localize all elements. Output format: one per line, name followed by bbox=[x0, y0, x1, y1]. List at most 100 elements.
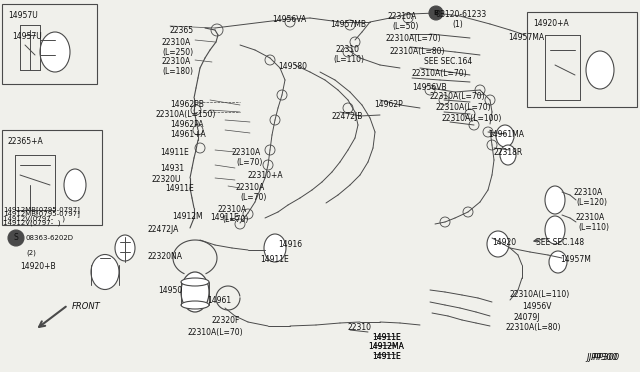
Text: 22310A(L=100): 22310A(L=100) bbox=[442, 114, 502, 123]
Text: 22318R: 22318R bbox=[494, 148, 524, 157]
Text: 22310A: 22310A bbox=[232, 148, 261, 157]
Ellipse shape bbox=[181, 278, 209, 286]
Ellipse shape bbox=[181, 301, 209, 309]
Text: 14911E: 14911E bbox=[160, 148, 189, 157]
Text: 14912V(0797-    ): 14912V(0797- ) bbox=[3, 216, 65, 222]
Text: SEE SEC.164: SEE SEC.164 bbox=[424, 57, 472, 66]
Text: B: B bbox=[433, 10, 438, 16]
Text: 14911E: 14911E bbox=[372, 333, 401, 342]
Text: 22310A: 22310A bbox=[162, 57, 191, 66]
Text: 14911E: 14911E bbox=[210, 213, 239, 222]
Text: J.PP300: J.PP300 bbox=[589, 353, 620, 362]
Text: (1): (1) bbox=[452, 20, 463, 29]
Text: 22472JB: 22472JB bbox=[332, 112, 364, 121]
Text: (L=110): (L=110) bbox=[578, 223, 609, 232]
Text: 14956V: 14956V bbox=[522, 302, 552, 311]
Text: FRONT: FRONT bbox=[72, 302, 100, 311]
Text: 14912MB[0795-0797]: 14912MB[0795-0797] bbox=[3, 206, 80, 213]
Ellipse shape bbox=[115, 235, 135, 261]
Ellipse shape bbox=[487, 231, 509, 257]
Text: 14961: 14961 bbox=[207, 296, 231, 305]
Circle shape bbox=[429, 6, 443, 20]
Ellipse shape bbox=[496, 125, 514, 147]
Text: 14920+A: 14920+A bbox=[533, 19, 569, 28]
Text: 14957MA: 14957MA bbox=[508, 33, 544, 42]
Text: 22310A(L=70): 22310A(L=70) bbox=[386, 34, 442, 43]
Text: 08363-6202D: 08363-6202D bbox=[26, 235, 74, 241]
Text: 22310A: 22310A bbox=[574, 188, 604, 197]
Text: 14961+A: 14961+A bbox=[170, 130, 205, 139]
Text: 14911E: 14911E bbox=[372, 352, 401, 361]
Ellipse shape bbox=[500, 145, 516, 165]
Text: (L=120): (L=120) bbox=[576, 198, 607, 207]
Text: 14912M: 14912M bbox=[172, 212, 203, 221]
Text: 22310A: 22310A bbox=[218, 205, 247, 214]
Text: 22310A: 22310A bbox=[388, 12, 417, 21]
Ellipse shape bbox=[91, 254, 119, 289]
Ellipse shape bbox=[545, 186, 565, 214]
Text: 14912MA: 14912MA bbox=[368, 342, 404, 351]
Bar bbox=[527, 12, 637, 107]
Ellipse shape bbox=[586, 51, 614, 89]
Text: J.PP300: J.PP300 bbox=[587, 353, 618, 362]
Text: 14950: 14950 bbox=[158, 286, 182, 295]
Text: 14920: 14920 bbox=[492, 238, 516, 247]
Text: 14957MB: 14957MB bbox=[330, 20, 366, 29]
Text: 22310A(L=80): 22310A(L=80) bbox=[506, 323, 561, 332]
Text: 14956VB: 14956VB bbox=[412, 83, 447, 92]
Ellipse shape bbox=[549, 251, 567, 273]
Text: 22310: 22310 bbox=[335, 45, 359, 54]
Text: (L=70): (L=70) bbox=[222, 215, 248, 224]
Bar bbox=[2, 130, 102, 225]
Text: 22310: 22310 bbox=[348, 323, 372, 332]
Ellipse shape bbox=[264, 234, 286, 262]
Text: 22365+A: 22365+A bbox=[8, 137, 44, 146]
Text: 14962PA: 14962PA bbox=[170, 120, 204, 129]
Text: 22472JA: 22472JA bbox=[148, 225, 179, 234]
Text: (L=250): (L=250) bbox=[162, 48, 193, 57]
Text: 22310A(L=80): 22310A(L=80) bbox=[390, 47, 445, 56]
Text: 14911E: 14911E bbox=[260, 255, 289, 264]
Text: (L=50): (L=50) bbox=[392, 22, 419, 31]
Text: 14916: 14916 bbox=[278, 240, 302, 249]
Text: 14912MB[0795-0797]: 14912MB[0795-0797] bbox=[3, 210, 80, 217]
Text: 24079J: 24079J bbox=[514, 313, 541, 322]
Text: (L=70): (L=70) bbox=[240, 193, 266, 202]
Text: 22310A(L=70): 22310A(L=70) bbox=[430, 92, 486, 101]
Text: 22310A(L=70): 22310A(L=70) bbox=[188, 328, 244, 337]
Ellipse shape bbox=[181, 272, 209, 312]
Circle shape bbox=[8, 230, 24, 246]
Text: 14962PB: 14962PB bbox=[170, 100, 204, 109]
Text: 14957U: 14957U bbox=[12, 32, 42, 41]
Ellipse shape bbox=[64, 169, 86, 201]
Text: 14931: 14931 bbox=[160, 164, 184, 173]
Text: SEE SEC.148: SEE SEC.148 bbox=[536, 238, 584, 247]
Text: 14912V(0797-  ): 14912V(0797- ) bbox=[3, 220, 61, 227]
Text: 14957M: 14957M bbox=[560, 255, 591, 264]
Text: 14911E: 14911E bbox=[372, 352, 401, 361]
Text: 14961MA: 14961MA bbox=[488, 130, 524, 139]
Ellipse shape bbox=[545, 216, 565, 244]
Text: 22310A(L=70): 22310A(L=70) bbox=[412, 69, 468, 78]
Text: 149580: 149580 bbox=[278, 62, 307, 71]
Text: 22310A: 22310A bbox=[162, 38, 191, 47]
Text: 14962P: 14962P bbox=[374, 100, 403, 109]
Text: 22320U: 22320U bbox=[152, 175, 182, 184]
Text: 22310A(L=110): 22310A(L=110) bbox=[510, 290, 570, 299]
Text: 22310+A: 22310+A bbox=[248, 171, 284, 180]
Text: 22320NA: 22320NA bbox=[148, 252, 183, 261]
Ellipse shape bbox=[40, 32, 70, 72]
Text: 22310A: 22310A bbox=[236, 183, 265, 192]
Text: 22365: 22365 bbox=[170, 26, 194, 35]
Text: 14957U: 14957U bbox=[8, 11, 38, 20]
Text: 14956VA: 14956VA bbox=[272, 15, 307, 24]
Text: (L=70): (L=70) bbox=[236, 158, 262, 167]
Bar bbox=[2, 4, 97, 84]
Text: 22320F: 22320F bbox=[212, 316, 241, 325]
Text: 14911E: 14911E bbox=[372, 333, 401, 342]
Text: (L=110): (L=110) bbox=[333, 55, 364, 64]
Text: 14911E: 14911E bbox=[165, 184, 194, 193]
Text: 14920+B: 14920+B bbox=[20, 262, 56, 271]
Text: (L=180): (L=180) bbox=[162, 67, 193, 76]
Text: 22310A(L=150): 22310A(L=150) bbox=[155, 110, 216, 119]
